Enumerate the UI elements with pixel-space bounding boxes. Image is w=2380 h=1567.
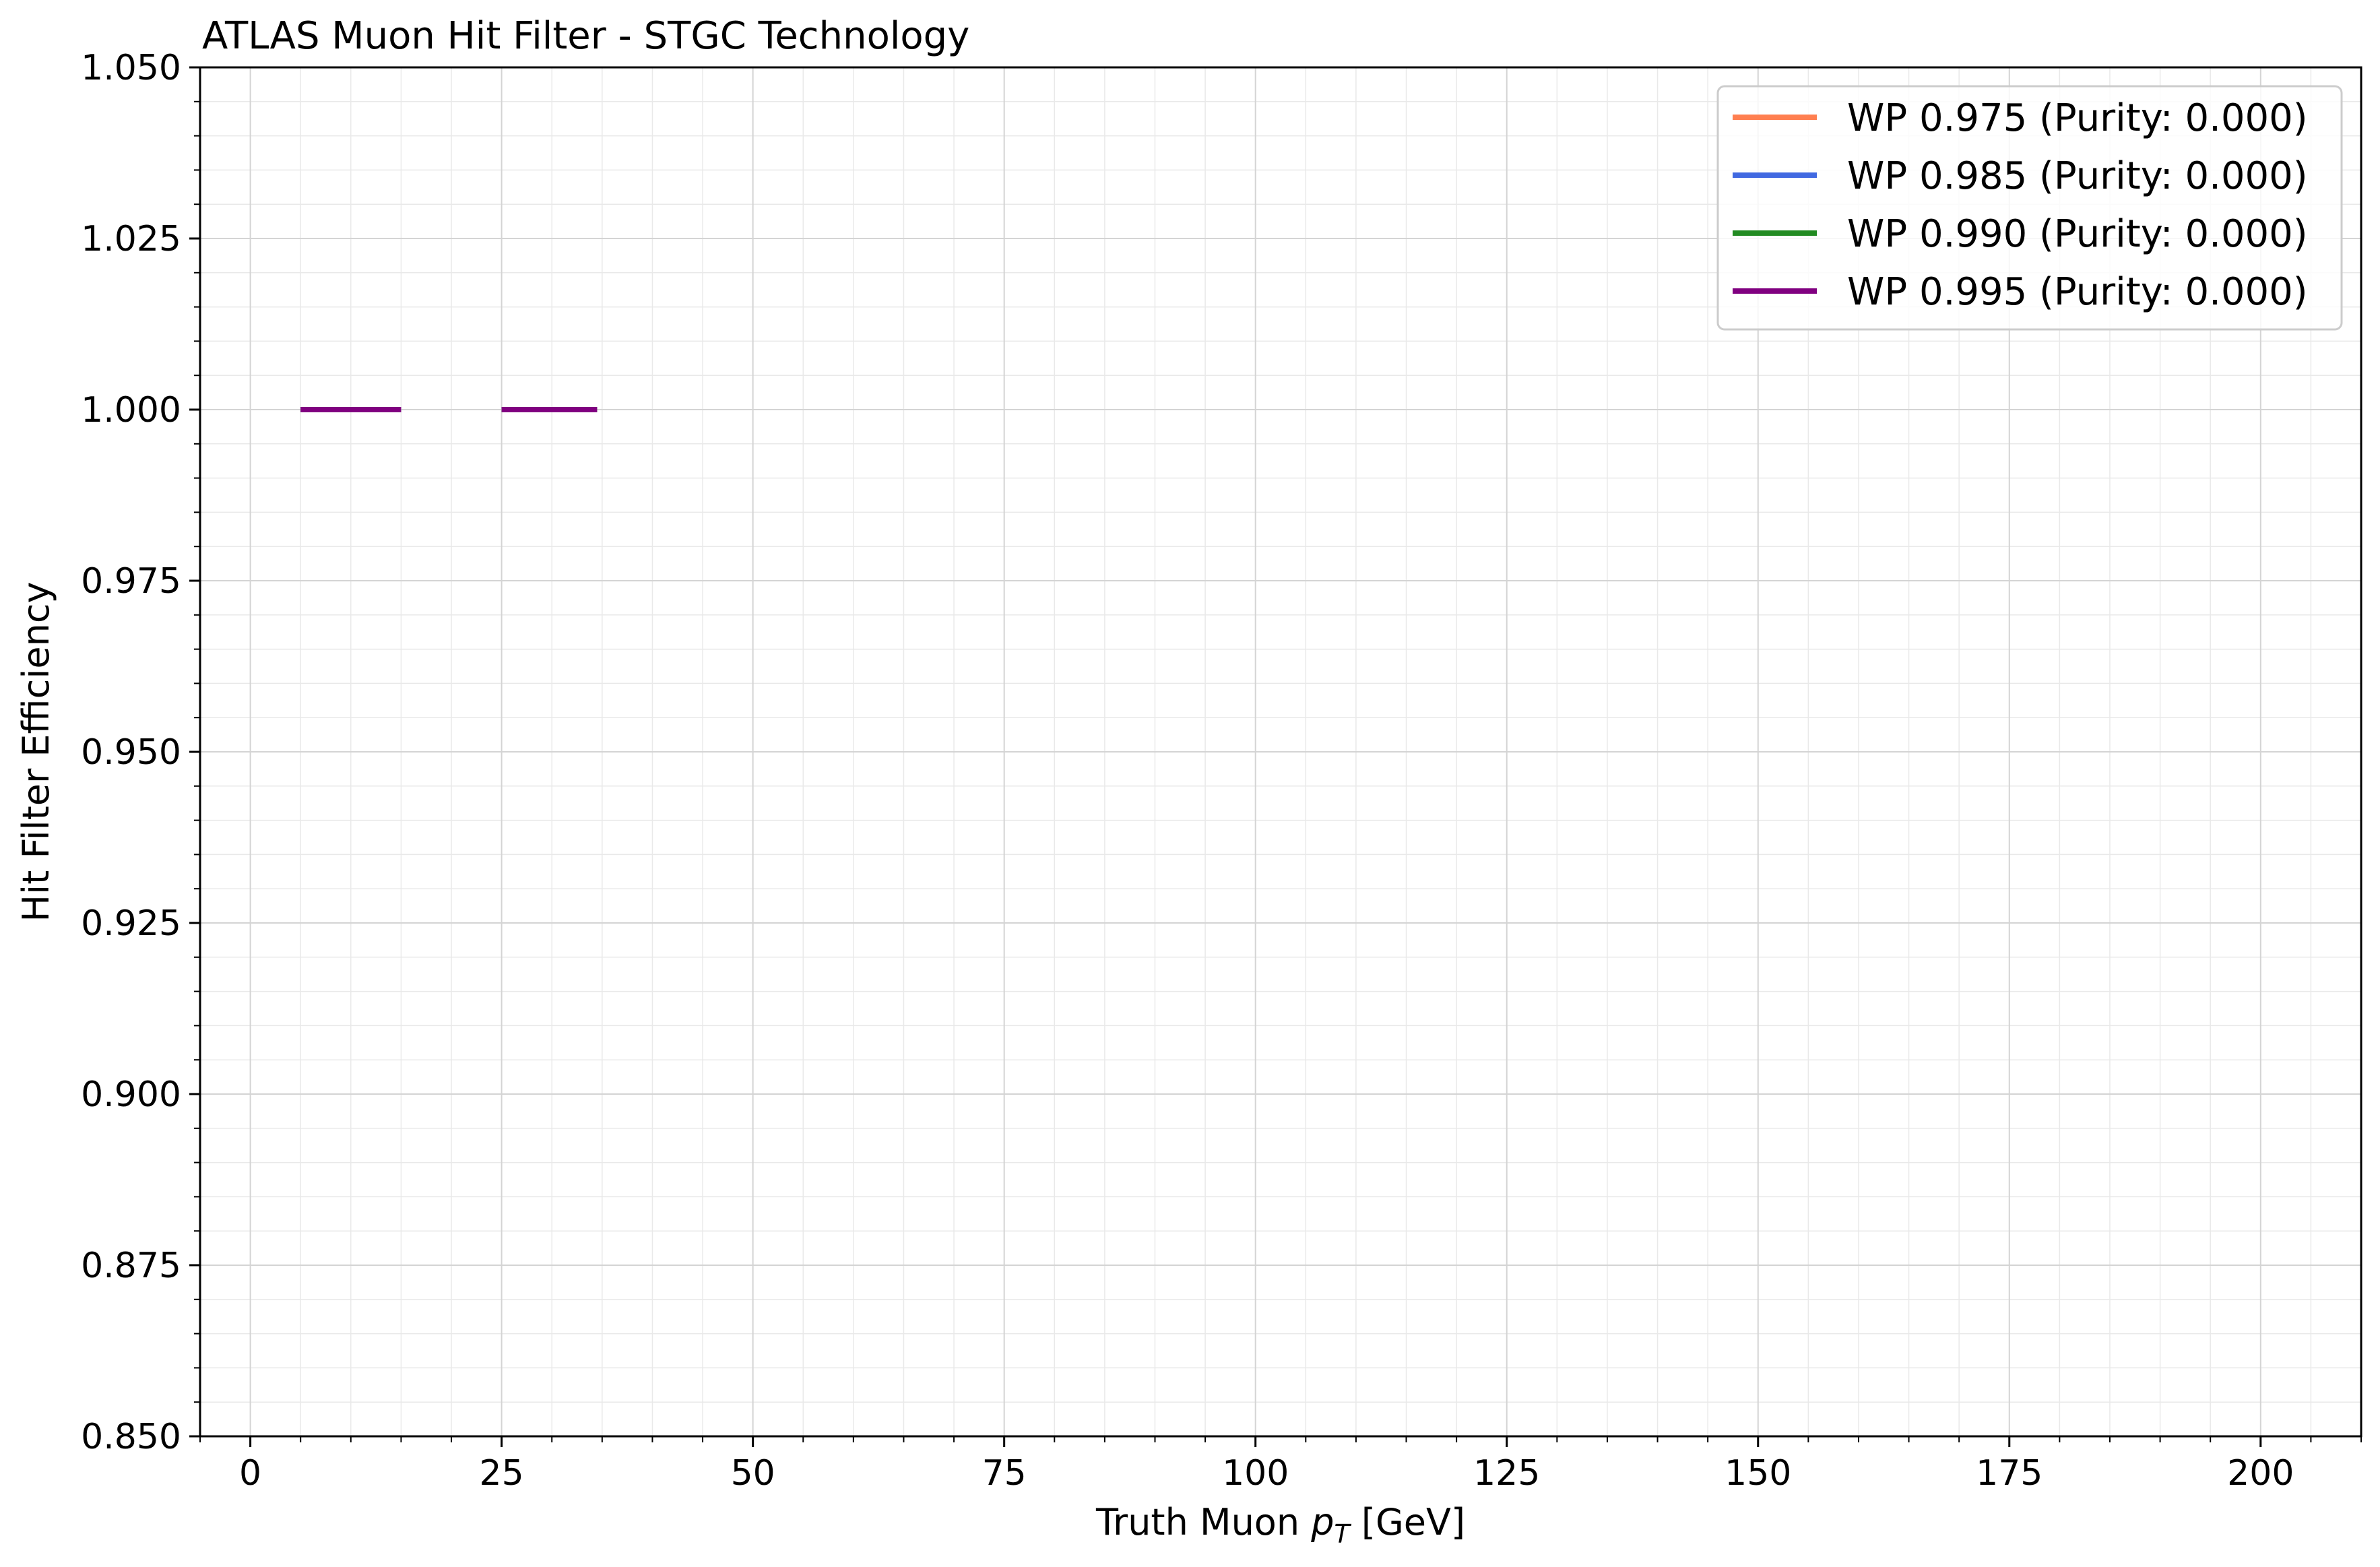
- y-tick-label: 0.925: [81, 903, 181, 944]
- legend-label-3: WP 0.990 (Purity: 0.000): [1847, 212, 2308, 256]
- x-axis-label: Truth Muon pT [GeV]: [1095, 1501, 1465, 1549]
- legend-label-4: WP 0.995 (Purity: 0.000): [1847, 270, 2308, 314]
- x-tick-label: 25: [480, 1453, 524, 1494]
- chart-title: ATLAS Muon Hit Filter - STGC Technology: [202, 14, 969, 58]
- y-tick-labels: 0.850 0.875 0.900 0.925 0.950 0.975 1.000 1.025…: [81, 48, 181, 1457]
- x-tick-labels: 0 25 50 75 100 125 150 175 200: [239, 1453, 2294, 1494]
- axis-ticks: [189, 66, 2362, 1447]
- x-tick-label: 0: [239, 1453, 261, 1494]
- y-tick-label: 1.025: [81, 219, 181, 259]
- legend: WP 0.975 (Purity: 0.000) WP 0.985 (Purity…: [1716, 85, 2343, 331]
- y-tick-label: 0.875: [81, 1246, 181, 1286]
- y-tick-label: 1.000: [81, 390, 181, 430]
- x-tick-label: 150: [1725, 1453, 1791, 1494]
- x-tick-label: 125: [1473, 1453, 1540, 1494]
- y-tick-label: 0.975: [81, 561, 181, 602]
- x-tick-label: 50: [731, 1453, 775, 1494]
- legend-frame: [1716, 85, 2343, 331]
- y-axis-label: Hit Filter Efficiency: [15, 582, 57, 922]
- x-tick-label: 175: [1976, 1453, 2043, 1494]
- legend-label-2: WP 0.985 (Purity: 0.000): [1847, 154, 2308, 198]
- y-tick-label: 0.900: [81, 1075, 181, 1115]
- x-tick-label: 200: [2227, 1453, 2294, 1494]
- x-tick-label: 100: [1222, 1453, 1289, 1494]
- y-tick-label: 0.950: [81, 732, 181, 773]
- legend-label-1: WP 0.975 (Purity: 0.000): [1847, 96, 2308, 140]
- x-tick-label: 75: [982, 1453, 1027, 1494]
- y-tick-label: 0.850: [81, 1417, 181, 1457]
- y-tick-label: 1.050: [81, 48, 181, 88]
